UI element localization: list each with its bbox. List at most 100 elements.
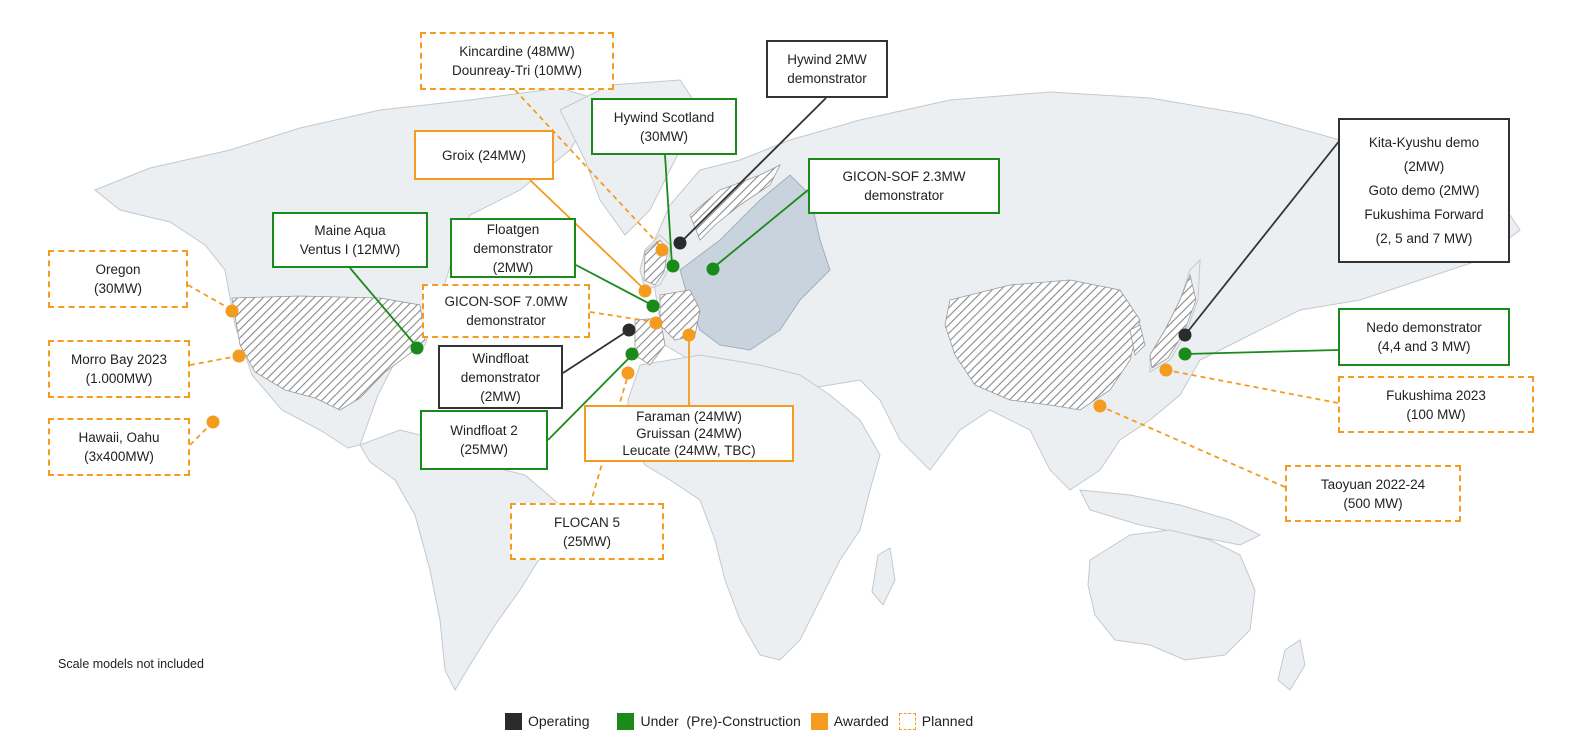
dot-kita-kyushu: [1178, 328, 1192, 342]
label-line: Dounreay-Tri (10MW): [451, 63, 583, 78]
connector-gicon-7-0: [589, 311, 656, 323]
dot-faraman: [682, 328, 696, 342]
scale-note: Scale models not included: [58, 657, 204, 671]
legend-label: Awarded: [833, 713, 889, 729]
japan-hatched: [1149, 273, 1197, 369]
connector-windfloat-2: [547, 354, 633, 441]
connector-hywind-scotland: [664, 154, 673, 266]
dot-gicon-7-0: [649, 316, 663, 330]
legend-swatch-operating: [505, 712, 522, 730]
label-line: (30MW): [94, 281, 142, 296]
madagascar: [871, 547, 896, 606]
connector-morro-bay: [189, 355, 239, 366]
legend-label: Planned: [921, 713, 974, 729]
connector-windfloat: [562, 329, 630, 374]
indonesia: [1079, 489, 1262, 546]
label-morro-bay: Morro Bay 2023 (1.000MW): [48, 340, 190, 398]
label-line: demonstrator: [787, 71, 867, 86]
dot-flocan: [621, 366, 635, 380]
label-line: Hywind Scotland: [613, 109, 715, 125]
dot-gicon-2-3: [706, 262, 720, 276]
label-line: Hawaii, Oahu: [78, 430, 160, 445]
australia: [1087, 529, 1256, 661]
dot-oregon: [225, 304, 239, 318]
project-dots: [206, 236, 1192, 429]
dot-groix: [638, 284, 652, 298]
label-line: Leucate (24MW, TBC): [622, 443, 756, 458]
label-line: Windfloat: [472, 350, 529, 366]
label-gicon-2-3: GICON-SOF 2.3MW demonstrator: [808, 158, 1000, 214]
label-line: (3x400MW): [84, 449, 154, 464]
label-line: (25MW): [563, 533, 611, 549]
label-line: Floatgen: [486, 221, 540, 237]
label-line: (1.000MW): [85, 371, 153, 386]
dot-hywind-2mw: [673, 236, 687, 250]
label-line: Ventus I (12MW): [299, 242, 401, 257]
label-flocan: FLOCAN 5 (25MW): [510, 503, 664, 560]
connector-nedo: [1184, 349, 1339, 355]
label-line: (2MW): [480, 388, 521, 404]
label-line: Kincardine (48MW): [459, 44, 575, 59]
label-oregon: Oregon (30MW): [48, 250, 188, 308]
label-line: demonstrator: [473, 240, 553, 256]
label-hywind-2mw: Hywind 2MW demonstrator: [766, 40, 888, 98]
label-maine: Maine Aqua Ventus I (12MW): [272, 212, 428, 268]
label-line: Fukushima 2023: [1386, 387, 1486, 403]
label-floatgen: Floatgen demonstrator (2MW): [450, 218, 576, 278]
label-line: (30MW): [640, 128, 688, 144]
label-faraman: Faraman (24MW) Gruissan (24MW) Leucate (…: [584, 405, 794, 462]
dot-taoyuan: [1093, 399, 1107, 413]
label-line: demonstrator: [460, 369, 541, 385]
connector-kita-kyushu: [1184, 139, 1341, 336]
dot-windfloat-2: [625, 347, 639, 361]
dot-floatgen: [646, 299, 660, 313]
new-zealand: [1277, 639, 1306, 691]
legend-item-planned: Planned: [898, 712, 974, 730]
label-line: Nedo demonstrator: [1366, 320, 1482, 335]
label-line: (2MW): [492, 259, 534, 275]
legend-label: Under (Pre)-Construction: [640, 713, 801, 729]
connector-oregon: [187, 284, 233, 311]
legend-item-construction: Under (Pre)-Construction: [617, 712, 801, 730]
label-line: Maine Aqua: [314, 223, 386, 238]
label-line: demonstrator: [466, 313, 546, 328]
label-fukushima-2023: Fukushima 2023 (100 MW): [1338, 376, 1534, 433]
label-windfloat: Windfloat demonstrator (2MW): [438, 345, 563, 409]
africa: [627, 354, 881, 661]
label-line: (2, 5 and 7 MW): [1375, 230, 1473, 246]
label-line: Gruissan (24MW): [636, 426, 742, 441]
label-line: Taoyuan 2022-24: [1320, 476, 1426, 492]
label-line: GICON-SOF 7.0MW: [444, 294, 568, 309]
label-nedo: Nedo demonstrator (4,4 and 3 MW): [1338, 308, 1510, 366]
usa-hatched: [231, 295, 426, 411]
china-hatched: [944, 279, 1141, 411]
label-line: (500 MW): [1343, 495, 1403, 511]
label-line: Oregon: [95, 262, 141, 277]
dot-maine: [410, 341, 424, 355]
label-taoyuan: Taoyuan 2022-24 (500 MW): [1285, 465, 1461, 522]
label-line: Fukushima Forward: [1364, 206, 1484, 222]
norway-hatched: [689, 164, 781, 241]
connector-taoyuan: [1099, 405, 1286, 488]
dot-windfloat: [622, 323, 636, 337]
legend-label: Operating: [528, 713, 590, 729]
label-line: demonstrator: [864, 188, 944, 203]
label-line: Goto demo (2MW): [1368, 182, 1480, 198]
label-hywind-scotland: Hywind Scotland (30MW): [591, 98, 737, 155]
legend-swatch-construction: [617, 712, 635, 730]
label-groix: Groix (24MW): [414, 130, 554, 180]
connector-gicon-2-3: [712, 189, 809, 269]
label-gicon-7-0: GICON-SOF 7.0MW demonstrator: [422, 284, 590, 338]
label-line: Kita-Kyushu demo: [1368, 134, 1480, 150]
connector-maine: [349, 267, 418, 348]
legend-swatch-awarded: [810, 712, 828, 730]
dot-fukushima-2023: [1159, 363, 1173, 377]
connector-fukushima-2023: [1165, 369, 1339, 404]
legend-item-awarded: Awarded: [810, 712, 889, 730]
label-kita-kyushu: Kita-Kyushu demo (2MW) Goto demo (2MW) F…: [1338, 118, 1510, 263]
legend-item-operating: Operating: [505, 712, 590, 730]
label-line: GICON-SOF 2.3MW: [842, 169, 966, 184]
label-kincardine: Kincardine (48MW) Dounreay-Tri (10MW): [420, 32, 614, 90]
label-hawaii: Hawaii, Oahu (3x400MW): [48, 418, 190, 476]
hatched-countries: [231, 164, 1197, 411]
